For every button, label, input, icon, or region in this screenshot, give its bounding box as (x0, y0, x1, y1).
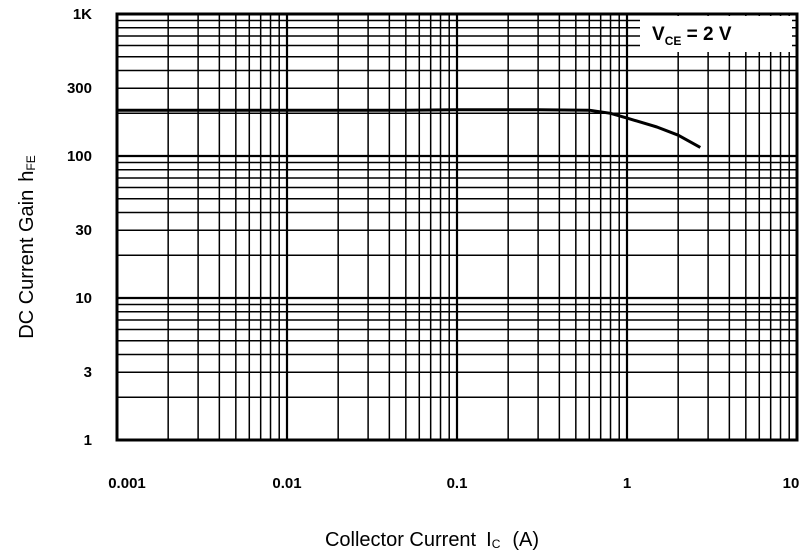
series-line-0 (117, 108, 702, 149)
x-tick-label: 0.01 (272, 475, 301, 492)
x-axis-title: Collector Current IC (A) (325, 529, 539, 551)
y-axis-label: DC Current Gain (16, 190, 38, 339)
x-tick-label: 0.001 (108, 475, 146, 492)
y-axis-title: DC Current Gain hFE (16, 155, 38, 338)
x-tick-label: 10 (783, 475, 800, 492)
x-tick-label: 0.1 (447, 475, 468, 492)
grid (117, 14, 797, 440)
x-tick-labels: 0.001 0.01 0.1 1 10 (108, 475, 799, 492)
vce-annotation-main: V (652, 24, 665, 45)
y-tick-labels: 1 3 10 30 100 300 1K (67, 6, 92, 449)
y-tick-label: 10 (75, 290, 92, 307)
y-tick-label: 1K (73, 6, 92, 23)
vce-annotation-bg (640, 16, 792, 52)
y-axis-symbol-sub: FE (24, 155, 38, 170)
series (117, 108, 702, 149)
x-axis-symbol: I (486, 529, 492, 551)
y-tick-label: 100 (67, 148, 92, 165)
y-tick-label: 1 (84, 432, 92, 449)
vce-annotation-rest: = 2 V (681, 24, 731, 45)
y-tick-label: 300 (67, 80, 92, 97)
vce-annotation: VCE = 2 V (640, 16, 792, 52)
y-tick-label: 3 (84, 364, 92, 381)
x-axis-label: Collector Current (325, 529, 477, 551)
vce-annotation-sub: CE (665, 34, 682, 48)
plot-frame (115, 12, 799, 442)
y-tick-label: 30 (75, 222, 92, 239)
x-tick-label: 1 (623, 475, 631, 492)
x-axis-symbol-sub: C (492, 537, 501, 551)
x-axis-unit: (A) (512, 529, 539, 551)
vce-annotation-text: VCE = 2 V (652, 24, 732, 48)
y-axis-symbol: h (16, 171, 38, 182)
